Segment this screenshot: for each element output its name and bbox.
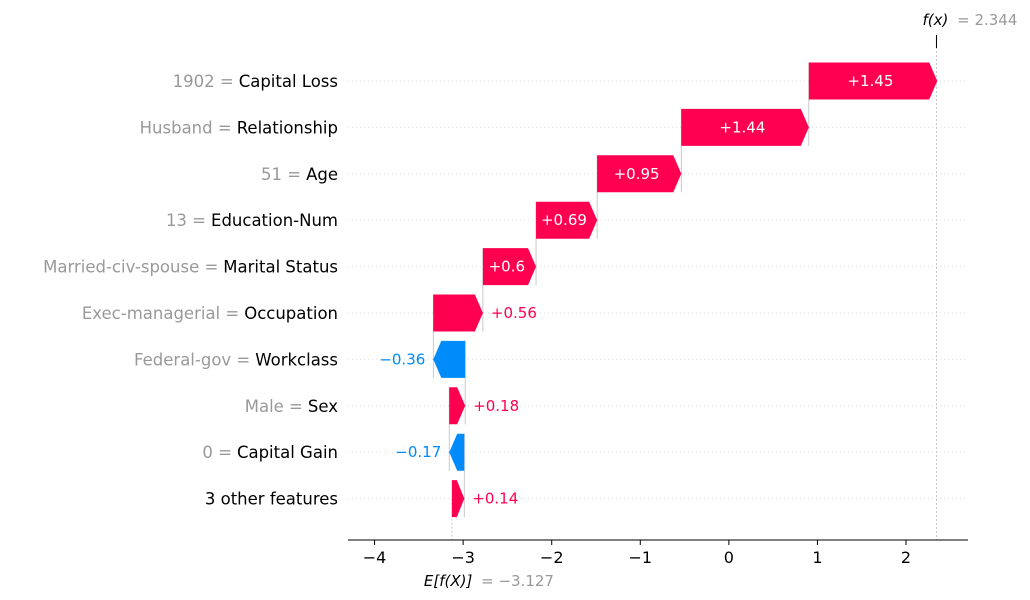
feature-name: Sex <box>308 397 338 416</box>
x-tick-label: −1 <box>628 548 652 567</box>
bar-2 <box>681 108 809 146</box>
feature-label: Exec-managerial = Occupation <box>82 304 338 323</box>
bar-value-label: +0.6 <box>489 258 525 276</box>
x-tick-label: −3 <box>451 548 475 567</box>
feature-name: Age <box>306 165 338 184</box>
x-tick-label: 0 <box>724 548 734 567</box>
bar-value-label: −0.36 <box>379 350 425 368</box>
x-tick-label: −2 <box>540 548 564 567</box>
bars: +1.45 +1.44 +0.95 +0.69 +0.6 +0.56 −0.36 +0.18 −… <box>379 62 938 518</box>
feature-label: Federal-gov = Workclass <box>134 350 338 369</box>
x-tick-label: −4 <box>363 548 387 567</box>
bar-value-label: +1.45 <box>847 72 893 90</box>
bar-value-label: +0.56 <box>491 304 537 322</box>
bar-8 <box>449 387 466 425</box>
fx-label: f(x) <box>922 11 948 29</box>
bar-10 <box>451 480 465 518</box>
bar-value-label: +1.44 <box>719 118 765 136</box>
bar-7 <box>433 340 466 378</box>
feature-value: Federal-gov = <box>134 350 250 369</box>
bar-value-label: +0.95 <box>614 165 660 183</box>
fx-value: = 2.344 <box>957 11 1017 29</box>
feature-value: 0 = <box>202 443 232 462</box>
feature-name: Relationship <box>237 118 338 137</box>
bar-value-label: +0.18 <box>473 397 519 415</box>
feature-value: Married-civ-spouse = <box>43 258 218 277</box>
feature-label: Male = Sex <box>245 397 338 416</box>
feature-name: Occupation <box>244 304 338 323</box>
feature-name: Capital Loss <box>239 72 338 91</box>
bar-value-label: −0.17 <box>395 443 441 461</box>
feature-name: 3 other features <box>205 490 338 509</box>
bar-1 <box>808 62 938 100</box>
x-axis: −4 −3 −2 −1 0 1 2 <box>348 539 968 567</box>
feature-label: 0 = Capital Gain <box>202 443 338 462</box>
bar-3 <box>597 155 682 193</box>
x-tick-label: 2 <box>901 548 911 567</box>
feature-label: 1902 = Capital Loss <box>173 72 338 91</box>
ex-value: = −3.127 <box>481 572 554 590</box>
ex-label: E[f(X)] <box>424 572 473 590</box>
feature-name: Workclass <box>255 350 338 369</box>
grid-lines <box>348 80 968 500</box>
feature-label: Married-civ-spouse = Marital Status <box>43 258 338 277</box>
bar-9 <box>449 433 465 471</box>
bar-6 <box>433 294 483 332</box>
feature-name: Education-Num <box>211 211 338 230</box>
feature-label: 3 other features <box>205 490 338 509</box>
feature-value: Husband = <box>140 118 232 137</box>
bar-value-label: +0.14 <box>472 490 518 508</box>
feature-name: Marital Status <box>223 258 338 277</box>
feature-label: 51 = Age <box>261 165 338 184</box>
feature-name: Capital Gain <box>237 443 338 462</box>
feature-value: Exec-managerial = <box>82 304 239 323</box>
fx-annotation: f(x) = 2.344 <box>922 11 1017 29</box>
bar-4 <box>536 201 598 239</box>
bar-value-label: +0.69 <box>541 211 587 229</box>
feature-label: 13 = Education-Num <box>166 211 338 230</box>
feature-value: 1902 = <box>173 72 234 91</box>
ex-annotation: E[f(X)] = −3.127 <box>424 572 554 590</box>
feature-value: 13 = <box>166 211 206 230</box>
feature-value: Male = <box>245 397 303 416</box>
x-tick-label: 1 <box>812 548 822 567</box>
feature-label: Husband = Relationship <box>140 118 338 137</box>
feature-labels: 1902 = Capital Loss Husband = Relationship 5… <box>43 72 338 509</box>
bar-5 <box>482 248 537 286</box>
feature-value: 51 = <box>261 165 301 184</box>
